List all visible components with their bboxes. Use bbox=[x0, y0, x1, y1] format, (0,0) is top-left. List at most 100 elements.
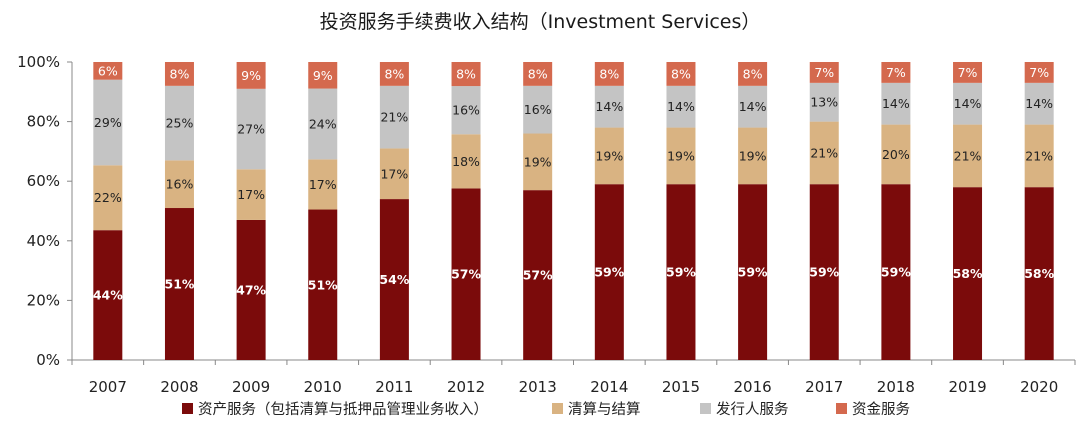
data-label: 57% bbox=[523, 268, 553, 283]
bar-segment bbox=[308, 209, 338, 360]
data-label: 16% bbox=[524, 102, 552, 117]
bar-segment bbox=[666, 62, 696, 86]
data-label: 14% bbox=[882, 96, 910, 111]
data-label: 7% bbox=[958, 65, 978, 80]
bar-segment bbox=[738, 184, 768, 360]
bar-segment bbox=[308, 159, 338, 210]
y-tick-label: 100% bbox=[17, 53, 60, 71]
bar-segment bbox=[1024, 62, 1054, 83]
data-label: 22% bbox=[94, 190, 122, 205]
x-tick-label: 2011 bbox=[375, 378, 413, 396]
bar-segment bbox=[379, 199, 409, 360]
bar-segment bbox=[666, 184, 696, 360]
data-label: 24% bbox=[309, 116, 337, 131]
bar-segment bbox=[953, 82, 983, 125]
bar-segment bbox=[523, 85, 553, 134]
legend-swatch bbox=[552, 403, 563, 414]
bar-segment bbox=[236, 88, 266, 170]
bar-segment bbox=[881, 62, 911, 83]
data-label: 59% bbox=[738, 265, 768, 280]
data-label: 8% bbox=[528, 66, 548, 81]
data-label: 8% bbox=[599, 66, 619, 81]
bar-segment bbox=[666, 85, 696, 128]
data-label: 16% bbox=[452, 103, 480, 118]
bar-segment bbox=[594, 184, 624, 360]
bar-segment bbox=[93, 79, 123, 166]
bar-segment bbox=[809, 121, 839, 185]
bar-segment bbox=[379, 148, 409, 200]
bar-segment bbox=[881, 184, 911, 360]
bar-segment bbox=[953, 124, 983, 188]
bar-segment bbox=[738, 127, 768, 185]
data-label: 14% bbox=[954, 96, 982, 111]
bar-segment bbox=[523, 133, 553, 191]
data-label: 17% bbox=[309, 177, 337, 192]
data-label: 8% bbox=[743, 66, 763, 81]
x-tick-label: 2019 bbox=[948, 378, 986, 396]
x-tick-label: 2012 bbox=[447, 378, 485, 396]
bar-segment bbox=[738, 85, 768, 128]
data-label: 19% bbox=[739, 148, 767, 163]
bar-segment bbox=[594, 62, 624, 86]
bar-segment bbox=[164, 85, 194, 161]
bar-segment bbox=[809, 184, 839, 360]
data-label: 58% bbox=[953, 266, 983, 281]
bar-segment bbox=[379, 62, 409, 86]
data-label: 9% bbox=[313, 68, 333, 83]
x-tick-label: 2015 bbox=[662, 378, 700, 396]
bar-segment bbox=[1024, 187, 1054, 360]
data-label: 7% bbox=[1029, 65, 1049, 80]
chart-title: 投资服务手续费收入结构（Investment Services） bbox=[320, 11, 761, 33]
bar-segment bbox=[881, 82, 911, 125]
bar-segment bbox=[164, 208, 194, 360]
bar-segment bbox=[93, 165, 123, 231]
data-label: 14% bbox=[1025, 96, 1053, 111]
y-tick-label: 60% bbox=[27, 172, 60, 190]
data-label: 59% bbox=[594, 265, 624, 280]
y-tick-label: 40% bbox=[27, 232, 60, 250]
x-tick-label: 2017 bbox=[805, 378, 843, 396]
data-label: 6% bbox=[98, 63, 118, 78]
data-label: 47% bbox=[236, 282, 266, 297]
bar-segment bbox=[738, 62, 768, 86]
data-label: 51% bbox=[165, 277, 195, 292]
bar-segment bbox=[451, 188, 481, 360]
x-tick-label: 2013 bbox=[519, 378, 557, 396]
data-label: 8% bbox=[456, 67, 476, 82]
bar-segment bbox=[1024, 124, 1054, 188]
legend-label: 清算与结算 bbox=[568, 401, 641, 418]
x-tick-label: 2009 bbox=[232, 378, 270, 396]
bar-segment bbox=[164, 160, 194, 209]
data-label: 44% bbox=[93, 288, 123, 303]
y-tick-label: 20% bbox=[27, 291, 60, 309]
bars: 44% 22% 29% 6% 51% 16% 25% 8% 47% 17% 27% 9% 51% 17% 2… bbox=[93, 62, 1055, 360]
data-label: 54% bbox=[379, 272, 409, 287]
data-label: 21% bbox=[380, 110, 408, 125]
x-tick-label: 2010 bbox=[304, 378, 342, 396]
bar-segment bbox=[164, 62, 194, 86]
bar-segment bbox=[308, 88, 338, 160]
x-tick-label: 2014 bbox=[590, 378, 628, 396]
bar-segment bbox=[236, 219, 266, 360]
legend-label: 发行人服务 bbox=[716, 401, 789, 418]
bar-segment bbox=[953, 187, 983, 360]
bar-segment bbox=[666, 127, 696, 185]
legend-swatch bbox=[700, 403, 711, 414]
x-tick-label: 2020 bbox=[1020, 378, 1058, 396]
data-label: 59% bbox=[666, 265, 696, 280]
bar-segment bbox=[451, 134, 481, 189]
bar-segment bbox=[451, 86, 481, 135]
data-label: 17% bbox=[380, 166, 408, 181]
bar-segment bbox=[93, 230, 123, 360]
data-label: 13% bbox=[810, 95, 838, 110]
data-label: 51% bbox=[308, 277, 338, 292]
data-label: 14% bbox=[595, 99, 623, 114]
bar-segment bbox=[953, 62, 983, 83]
bar-segment bbox=[594, 85, 624, 128]
data-label: 21% bbox=[810, 145, 838, 160]
axes: 0% 20% 40% 60% 80% 100% 2007 2008 2009 2010 2011 20… bbox=[17, 53, 1076, 396]
x-tick-label: 2008 bbox=[160, 378, 198, 396]
bar-segment bbox=[379, 85, 409, 149]
data-label: 8% bbox=[170, 66, 190, 81]
